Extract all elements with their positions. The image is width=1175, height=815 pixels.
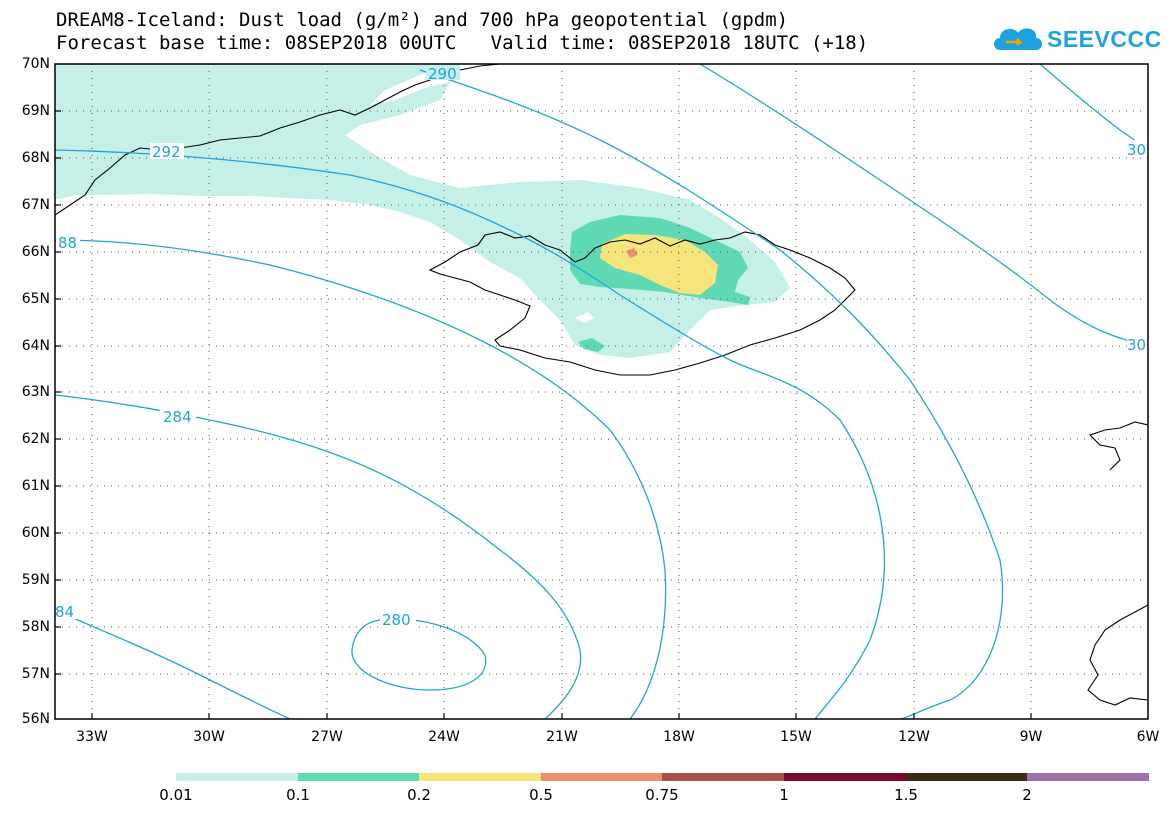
dust-load-field <box>55 64 790 358</box>
cloud-icon <box>994 28 1042 50</box>
contour-label: 84 <box>55 603 74 621</box>
lon-label: 9W <box>1019 729 1043 745</box>
colorbar-label: 1.5 <box>894 786 918 804</box>
geopotential-contours <box>55 64 1148 719</box>
colorbar-swatch <box>1027 773 1149 781</box>
scotland-coast-north <box>1088 421 1148 471</box>
axis-ticks <box>55 110 1032 719</box>
contour-label: 292 <box>152 143 181 161</box>
lat-label: 64N <box>21 338 50 354</box>
lon-label: 33W <box>76 729 108 745</box>
dust-hole <box>575 312 594 323</box>
seevccc-logo: SEEVCCC <box>990 20 1162 56</box>
forecast-time-subtitle: Forecast base time: 08SEP2018 00UTC Vali… <box>56 32 869 54</box>
contour-label: 280 <box>382 611 411 629</box>
lat-label: 67N <box>21 197 50 213</box>
colorbar-swatch <box>419 773 541 781</box>
colorbar-swatch <box>298 773 419 781</box>
contour-284 <box>55 394 582 719</box>
colorbar-label: 0.2 <box>407 786 431 804</box>
lon-label: 24W <box>428 729 460 745</box>
contour-label: 88 <box>58 234 77 252</box>
greenland-coast <box>55 64 501 216</box>
dust-area-0.2 <box>600 234 718 295</box>
lat-label: 62N <box>21 431 50 447</box>
iceland-coast <box>428 231 856 376</box>
colorbar-label: 0.5 <box>529 786 553 804</box>
dust-patch-south <box>578 338 605 352</box>
colorbar-swatch <box>784 773 906 781</box>
colorbar-label: 0.1 <box>286 786 310 804</box>
coastlines <box>55 64 1148 706</box>
contour-label: 290 <box>428 65 457 83</box>
contour-288 <box>55 239 667 719</box>
contour-300b <box>1039 64 1148 151</box>
colorbar-label: 1 <box>779 786 789 804</box>
scotland-coast-south <box>1087 604 1148 706</box>
colorbar-swatch <box>176 773 298 781</box>
lat-label: 70N <box>21 56 50 72</box>
colorbar-label: 0.01 <box>159 786 193 804</box>
lon-label: 6W <box>1136 729 1160 745</box>
contour-label: 284 <box>163 408 192 426</box>
colorbar-label: 2 <box>1022 786 1032 804</box>
contour-label: 30 <box>1127 336 1146 354</box>
lat-label: 57N <box>21 666 50 682</box>
lat-label: 69N <box>21 103 50 119</box>
contour-label: 30 <box>1127 141 1146 159</box>
lat-label: 68N <box>21 150 50 166</box>
contour-290 <box>419 69 1004 719</box>
lat-label: 66N <box>21 244 50 260</box>
colorbar-swatch <box>662 773 784 781</box>
lat-label: 63N <box>21 384 50 400</box>
lon-label: 15W <box>780 729 812 745</box>
lat-label: 60N <box>21 525 50 541</box>
lon-label: 27W <box>311 729 343 745</box>
contour-labels: 292 290 88 284 84 280 30 30 <box>55 64 1148 629</box>
colorbar-swatch <box>541 773 662 781</box>
lat-label: 61N <box>21 478 50 494</box>
contour-284b <box>55 609 291 719</box>
dust-area-0.5 <box>626 248 638 258</box>
graticule <box>55 64 1148 719</box>
lon-label: 12W <box>898 729 930 745</box>
contour-280 <box>351 618 487 691</box>
lon-label: 18W <box>663 729 695 745</box>
lat-label: 58N <box>21 619 50 635</box>
map-title: DREAM8-Iceland: Dust load (g/m²) and 700… <box>56 9 789 31</box>
contour-300a <box>699 64 1148 346</box>
lat-label: 56N <box>21 711 50 727</box>
colorbar <box>176 773 1149 781</box>
lat-label: 59N <box>21 572 50 588</box>
colorbar-label: 0.75 <box>645 786 679 804</box>
colorbar-swatch <box>906 773 1027 781</box>
lat-label: 65N <box>21 291 50 307</box>
logo-text: SEEVCCC <box>1047 26 1162 52</box>
lon-label: 21W <box>546 729 578 745</box>
lon-label: 30W <box>193 729 225 745</box>
contour-292 <box>55 149 886 719</box>
